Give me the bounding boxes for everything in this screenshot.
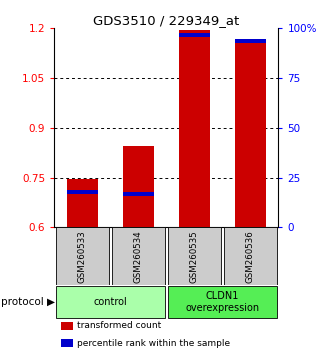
Bar <box>123 192 154 196</box>
Text: protocol ▶: protocol ▶ <box>1 297 55 307</box>
Text: GSM260536: GSM260536 <box>246 230 255 282</box>
Bar <box>168 286 277 318</box>
Bar <box>56 227 109 285</box>
Bar <box>67 179 98 227</box>
Bar <box>235 40 266 227</box>
Bar <box>168 227 221 285</box>
Text: CLDN1
overexpression: CLDN1 overexpression <box>185 291 260 313</box>
Bar <box>56 286 165 318</box>
Title: GDS3510 / 229349_at: GDS3510 / 229349_at <box>93 14 240 27</box>
Bar <box>179 33 210 36</box>
Bar <box>179 30 210 227</box>
Text: transformed count: transformed count <box>77 321 161 330</box>
Text: control: control <box>93 297 127 307</box>
Bar <box>67 190 98 194</box>
Text: GSM260535: GSM260535 <box>190 230 199 282</box>
Bar <box>61 339 74 347</box>
Text: GSM260533: GSM260533 <box>78 230 87 282</box>
Bar <box>112 227 165 285</box>
Bar <box>123 146 154 227</box>
Text: percentile rank within the sample: percentile rank within the sample <box>77 339 230 348</box>
Bar <box>61 322 74 330</box>
Text: GSM260534: GSM260534 <box>134 230 143 282</box>
Bar <box>223 227 277 285</box>
Bar <box>235 39 266 43</box>
